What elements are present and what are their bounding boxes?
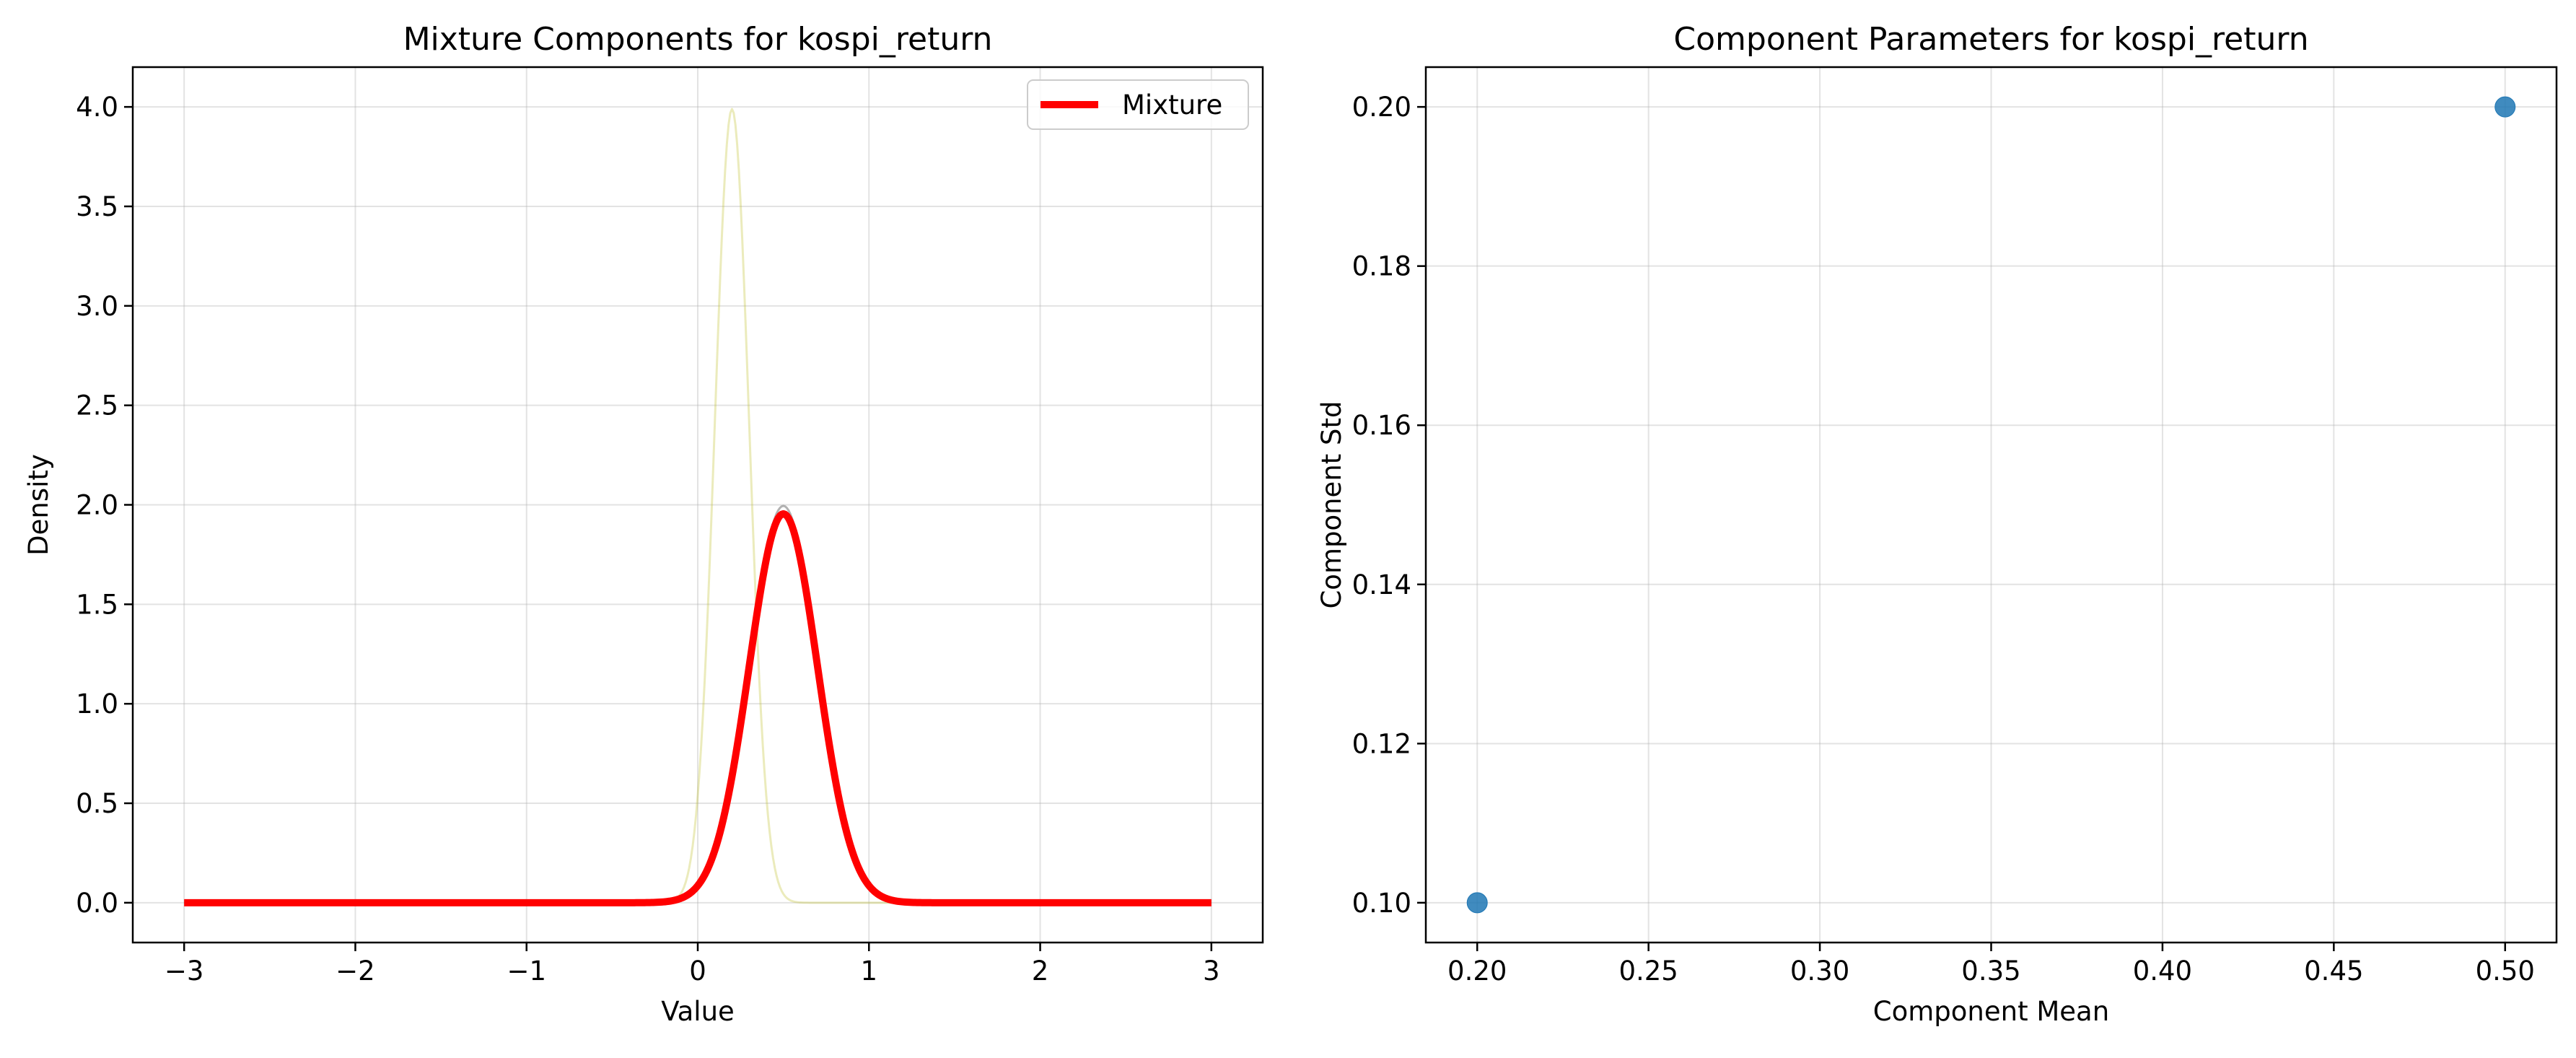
l-x-tick-label: 0 [689, 956, 706, 987]
l-x-tick-label: −2 [336, 956, 375, 987]
left-ticks: −3 −2 −1 0 1 2 3 0.0 0.5 1.0 1.5 2.0 2.5 3.0 3.5 4.0 [76, 92, 1219, 987]
right-chart: 0.20 0.25 0.30 0.35 0.40 0.45 0.50 0.10 0.12 0.14… [1316, 21, 2558, 1027]
l-y-tick-label: 2.0 [76, 490, 118, 521]
l-y-tick-label: 0.0 [76, 888, 118, 919]
legend: Mixture [1027, 79, 1249, 130]
r-x-tick-label: 0.25 [1618, 956, 1678, 987]
legend-mixture-label: Mixture [1122, 89, 1222, 121]
l-y-tick-label: 3.5 [76, 191, 118, 222]
r-x-tick-label: 0.45 [2304, 956, 2363, 987]
left-y-axis-label: Density [23, 454, 54, 556]
left-chart: −3 −2 −1 0 1 2 3 0.0 0.5 1.0 1.5 2.0 2.5 3.0 3.5 4.0 Mi… [23, 21, 1264, 1027]
right-grid [1426, 67, 2557, 943]
l-x-tick-label: 3 [1203, 956, 1220, 987]
l-y-tick-label: 2.5 [76, 390, 118, 421]
left-x-axis-label: Value [661, 996, 735, 1027]
r-y-tick-label: 0.16 [1352, 410, 1411, 441]
r-y-tick-label: 0.20 [1352, 92, 1411, 123]
l-x-tick-label: 1 [860, 956, 877, 987]
left-chart-title: Mixture Components for kospi_return [403, 21, 993, 58]
scatter-point-0 [1466, 892, 1488, 914]
r-x-tick-label: 0.35 [1961, 956, 2020, 987]
r-x-tick-label: 0.40 [2133, 956, 2192, 987]
l-y-tick-label: 1.0 [76, 688, 118, 720]
right-chart-title: Component Parameters for kospi_return [1673, 21, 2308, 58]
mixture-line [182, 510, 1214, 906]
scatter-point-1 [2494, 96, 2516, 118]
right-ticks: 0.20 0.25 0.30 0.35 0.40 0.45 0.50 0.10 0.12 0.14… [1352, 92, 2535, 987]
l-y-tick-label: 3.0 [76, 291, 118, 322]
l-x-tick-label: −1 [507, 956, 546, 987]
r-y-tick-label: 0.10 [1352, 888, 1411, 919]
l-y-tick-label: 0.5 [76, 788, 118, 819]
left-plot-area [182, 108, 1214, 906]
l-x-tick-label: 2 [1032, 956, 1049, 987]
r-y-tick-label: 0.14 [1352, 569, 1411, 600]
l-y-tick-label: 4.0 [76, 92, 118, 123]
right-plot-area [1466, 96, 2516, 914]
r-y-tick-label: 0.12 [1352, 728, 1411, 759]
right-y-axis-label: Component Std [1316, 401, 1347, 608]
r-y-tick-label: 0.18 [1352, 251, 1411, 282]
r-x-tick-label: 0.30 [1790, 956, 1849, 987]
legend-box [1027, 79, 1249, 130]
r-x-tick-label: 0.50 [2476, 956, 2535, 987]
right-x-axis-label: Component Mean [1873, 996, 2109, 1027]
l-x-tick-label: −3 [165, 956, 204, 987]
l-y-tick-label: 1.5 [76, 589, 118, 620]
r-x-tick-label: 0.20 [1447, 956, 1507, 987]
